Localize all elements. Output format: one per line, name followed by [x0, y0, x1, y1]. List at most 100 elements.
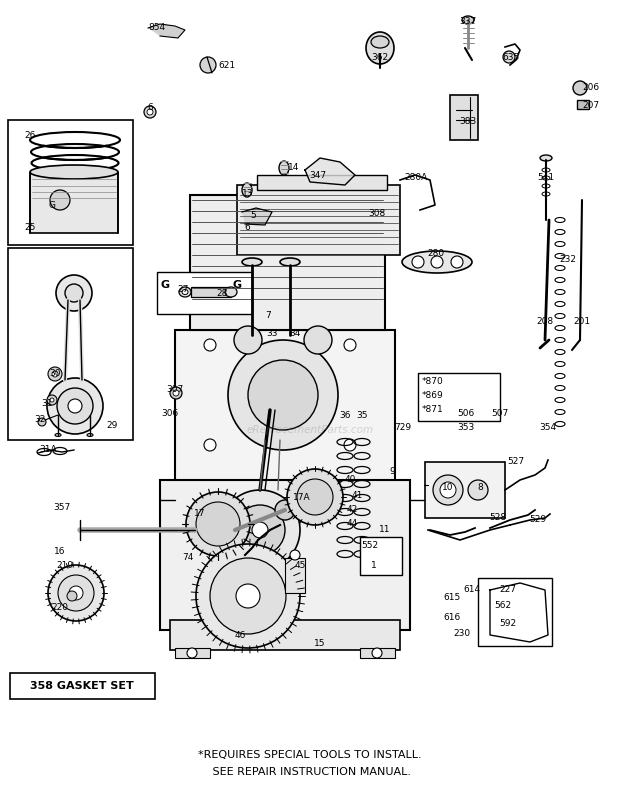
Text: 621: 621 [218, 61, 235, 70]
Text: 31: 31 [42, 399, 53, 408]
Circle shape [52, 371, 58, 377]
Text: 27: 27 [177, 285, 188, 295]
Circle shape [170, 387, 182, 399]
Circle shape [67, 591, 77, 601]
Text: 35: 35 [356, 410, 368, 420]
Text: *870: *870 [422, 377, 444, 387]
Ellipse shape [242, 258, 262, 266]
Text: 206: 206 [582, 83, 599, 92]
Bar [360, 537, 402, 575]
Text: 44: 44 [347, 520, 358, 529]
Text: 17: 17 [194, 509, 206, 518]
Text: 6: 6 [147, 103, 153, 111]
Ellipse shape [242, 183, 252, 197]
Circle shape [47, 378, 103, 434]
Text: *871: *871 [422, 405, 444, 414]
Bar [157, 272, 252, 314]
Circle shape [297, 479, 333, 515]
Bar [8, 120, 133, 245]
Ellipse shape [182, 289, 188, 295]
Ellipse shape [225, 287, 237, 297]
Bar [360, 648, 395, 658]
Text: 5: 5 [250, 211, 256, 219]
Bar [8, 248, 133, 440]
Circle shape [204, 439, 216, 451]
Text: 615: 615 [443, 594, 461, 602]
Circle shape [47, 395, 57, 405]
Ellipse shape [371, 36, 389, 48]
Text: 7: 7 [265, 311, 271, 320]
Circle shape [56, 275, 92, 311]
Text: SEE REPAIR INSTRUCTION MANUAL.: SEE REPAIR INSTRUCTION MANUAL. [209, 767, 411, 777]
Polygon shape [305, 158, 355, 185]
Ellipse shape [55, 433, 61, 437]
Circle shape [451, 256, 463, 268]
Text: 506: 506 [458, 409, 475, 417]
Circle shape [304, 326, 332, 354]
Text: 33: 33 [266, 328, 278, 337]
Circle shape [290, 550, 300, 560]
Circle shape [220, 490, 300, 570]
Text: 280: 280 [427, 248, 445, 257]
Ellipse shape [402, 251, 472, 273]
Text: G: G [48, 200, 56, 210]
Text: 74: 74 [182, 553, 193, 562]
Text: 207: 207 [582, 100, 599, 110]
Bar [160, 480, 410, 630]
Bar [175, 648, 210, 658]
Text: 14: 14 [288, 163, 299, 172]
Circle shape [431, 256, 443, 268]
Bar [190, 195, 385, 330]
Circle shape [200, 57, 216, 73]
Bar [237, 185, 400, 255]
Text: 8: 8 [477, 484, 483, 493]
Circle shape [228, 340, 338, 450]
Ellipse shape [179, 287, 191, 297]
Ellipse shape [280, 258, 300, 266]
Text: 527: 527 [507, 457, 525, 466]
Text: 354: 354 [539, 424, 557, 433]
Circle shape [50, 190, 70, 210]
Text: 562: 562 [494, 602, 512, 610]
Circle shape [173, 390, 179, 396]
Text: 26: 26 [24, 131, 36, 139]
Text: 15: 15 [314, 638, 326, 647]
Text: 28: 28 [216, 289, 228, 299]
Text: 541: 541 [538, 174, 554, 183]
Text: 29: 29 [106, 421, 118, 429]
Text: G: G [161, 280, 169, 290]
Circle shape [235, 505, 285, 555]
Text: 220: 220 [51, 603, 68, 613]
Circle shape [236, 584, 260, 608]
Bar [175, 330, 395, 630]
Text: 42: 42 [347, 505, 358, 514]
Text: 337: 337 [459, 18, 477, 26]
Text: 592: 592 [500, 619, 516, 629]
Circle shape [187, 648, 197, 658]
Circle shape [48, 367, 62, 381]
Bar [478, 578, 552, 646]
Circle shape [65, 284, 83, 302]
Text: 45: 45 [294, 562, 306, 570]
Text: 280A: 280A [404, 174, 428, 183]
Text: 854: 854 [148, 23, 165, 33]
Text: 10: 10 [442, 484, 454, 493]
Bar [10, 673, 155, 699]
Circle shape [186, 492, 250, 556]
Text: 230: 230 [453, 629, 471, 638]
Circle shape [344, 439, 356, 451]
Text: 347: 347 [309, 171, 327, 179]
Ellipse shape [462, 16, 474, 24]
Text: 529: 529 [529, 516, 547, 525]
Circle shape [68, 399, 82, 413]
Ellipse shape [30, 165, 118, 179]
Text: 357: 357 [53, 504, 71, 513]
Text: 383: 383 [459, 118, 477, 127]
Text: 614: 614 [463, 586, 480, 594]
Text: 729: 729 [394, 424, 412, 433]
Bar [170, 620, 400, 650]
Text: G: G [232, 280, 242, 290]
Text: 30: 30 [49, 369, 61, 379]
Circle shape [210, 558, 286, 634]
Text: *869: *869 [422, 392, 444, 400]
